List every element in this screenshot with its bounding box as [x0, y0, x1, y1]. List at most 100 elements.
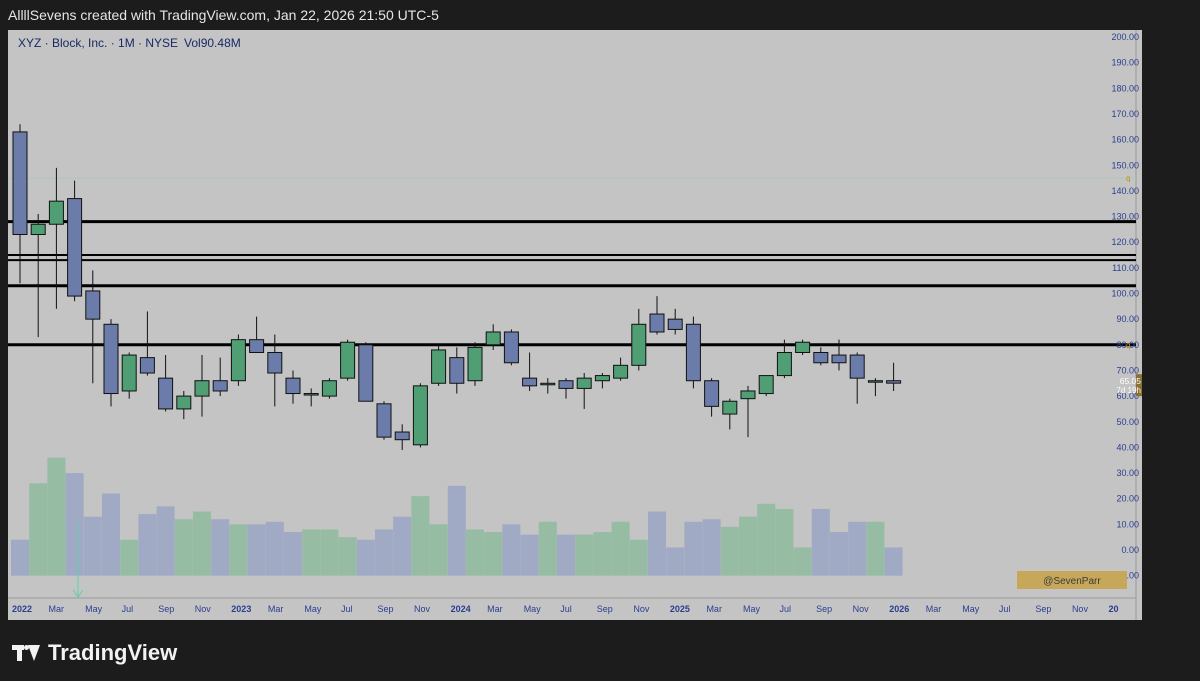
y-tick-label: 70.00 [1116, 365, 1139, 375]
tradingview-brand[interactable]: TradingView [12, 640, 177, 666]
tradingview-logo-icon [12, 643, 42, 663]
candle-body [230, 339, 246, 382]
candle-body [340, 341, 356, 379]
candle [867, 378, 883, 397]
candle [485, 324, 501, 350]
candle-body [431, 349, 447, 384]
candle-body [103, 323, 119, 395]
candle-body [30, 223, 46, 236]
candle [540, 378, 556, 394]
candle-body [67, 198, 83, 297]
volume-bar [174, 519, 193, 576]
candle [576, 373, 592, 409]
candle [740, 385, 756, 438]
candle [467, 342, 483, 386]
x-tick-label: 2026 [889, 604, 909, 614]
candle-body [267, 351, 283, 374]
candle-body [139, 357, 155, 374]
chart-frame[interactable]: 200.00 190.00 180.00 170.00 160.00 150.00 140.… [8, 30, 1142, 620]
y-tick-label: 100.00 [1111, 289, 1139, 299]
candle [176, 390, 192, 420]
x-tick-label: May [85, 604, 103, 614]
x-tick-label: 2023 [231, 604, 251, 614]
candle-body [321, 380, 337, 397]
candle [685, 316, 701, 389]
volume-bar [338, 537, 357, 576]
candle-body [740, 390, 756, 400]
candle [449, 347, 465, 394]
candle-body [831, 354, 847, 364]
candle-body [594, 375, 610, 382]
x-tick-label: Nov [195, 604, 212, 614]
volume-bar [848, 521, 867, 576]
symbol-label[interactable]: XYZ · Block, Inc. · 1M · NYSE [18, 36, 179, 50]
candle-body [12, 131, 28, 236]
volume-bar [11, 539, 29, 576]
candle [121, 352, 137, 399]
volume-bar [375, 529, 393, 576]
candle [631, 308, 647, 371]
candle [376, 401, 392, 440]
volume-bar [29, 483, 48, 576]
candle-body [758, 375, 774, 395]
candle-body [886, 380, 902, 384]
top-bar: AllllSevens created with TradingView.com… [0, 0, 1200, 30]
candle-body [249, 339, 265, 353]
candle [321, 378, 337, 399]
volume-bar [156, 506, 175, 576]
x-tick-label: Mar [268, 604, 284, 614]
candle [230, 334, 246, 386]
candle [722, 398, 738, 430]
candle [776, 339, 792, 379]
volume-bar [47, 457, 66, 576]
volume-bar [593, 532, 612, 576]
bottom-bar: TradingView [0, 620, 1200, 681]
volume-bar [720, 526, 739, 576]
candle [813, 347, 829, 366]
y-tick-label: 130.00 [1111, 212, 1139, 222]
y-tick-label: 150.00 [1111, 160, 1139, 170]
candle-body [48, 200, 64, 225]
x-tick-label: May [304, 604, 322, 614]
x-tick-label: Nov [1072, 604, 1089, 614]
candle-body [158, 377, 174, 410]
candle-body [867, 380, 883, 383]
price-chart[interactable]: 200.00190.00180.00170.00160.00150.00140.… [8, 30, 1142, 620]
candle [158, 355, 174, 412]
volume-bar [120, 539, 139, 576]
candle [667, 308, 683, 335]
x-tick-label: Sep [816, 604, 832, 614]
candle [649, 296, 665, 335]
x-tick-label: Mar [487, 604, 503, 614]
volume-bar [302, 529, 321, 576]
y-tick-label: 0.00 [1121, 545, 1139, 555]
x-tick-label: 2022 [12, 604, 32, 614]
volume-label: Vol90.48M [184, 36, 241, 50]
x-tick-label: 2025 [670, 604, 690, 614]
y-tick-label: 160.00 [1111, 135, 1139, 145]
x-tick-label: Mar [706, 604, 722, 614]
volume-bar [775, 508, 794, 576]
candle [139, 311, 155, 376]
x-tick-label: Sep [597, 604, 613, 614]
x-tick-label: Jul [341, 604, 353, 614]
candle [103, 319, 119, 407]
candle [212, 357, 228, 397]
y-tick-label: 90.00 [1116, 314, 1139, 324]
volume-bar [611, 521, 630, 576]
candle-body [303, 393, 319, 396]
candle-body [522, 377, 538, 387]
watermark: @SevenParr [1017, 571, 1127, 589]
candle [849, 352, 865, 404]
x-tick-label: May [743, 604, 761, 614]
y-tick-label: 200.00 [1111, 32, 1139, 42]
volume-bar [538, 521, 557, 576]
x-tick-label: Jul [560, 604, 572, 614]
volume-bar [193, 511, 211, 576]
candle [795, 339, 811, 356]
volume-bar [393, 516, 412, 576]
y-tick-label: 180.00 [1111, 83, 1139, 93]
candle [503, 329, 519, 366]
volume-bar [811, 508, 830, 576]
